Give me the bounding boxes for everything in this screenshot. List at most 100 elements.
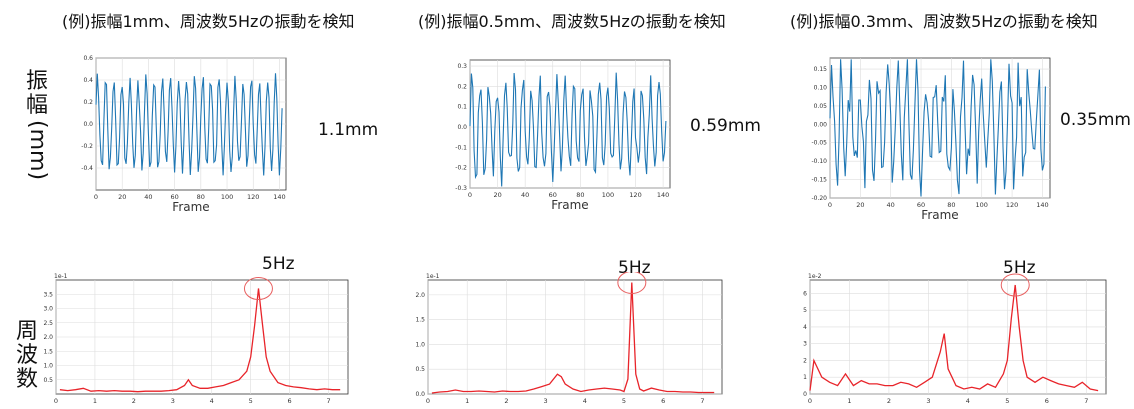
frequency-row-label-char-2: 波 (15, 343, 38, 368)
peak-circle (1000, 273, 1030, 297)
frequency-row-label-char-1: 周 (15, 319, 38, 344)
x-tick-label: 120 (247, 193, 259, 201)
time-series-chart-3: 0 20 40 60 80 100 120 140 -0.20 -0.15 -0.10 -0.05 0.… (811, 57, 1051, 222)
x-tick-label: 0 (808, 397, 812, 405)
x-tick-label: 4 (210, 397, 214, 405)
x-tick-label: 140 (1036, 201, 1048, 209)
x-axis-title: Frame (172, 200, 209, 214)
x-tick-label: 3 (544, 397, 548, 405)
x-tick-label: 6 (661, 397, 665, 405)
y-tick-label: 0.1 (457, 104, 467, 111)
y-tick-label: 0.0 (457, 124, 467, 131)
x-tick-label: 0 (468, 191, 472, 199)
y-tick-label: 6 (803, 290, 807, 297)
x-tick-label: 4 (966, 397, 970, 405)
y-tick-label: 1.5 (415, 317, 425, 324)
x-tick-label: 6 (288, 397, 292, 405)
panel-1-title: (例)振幅1mm、周波数5Hzの振動を検知 (62, 12, 355, 31)
x-tick-label: 2 (504, 397, 508, 405)
panel-2-amplitude-value: 0.59mm (690, 116, 761, 136)
y-tick-label: 0 (803, 391, 807, 398)
y-tick-label: 3.5 (43, 291, 53, 298)
x-tick-label: 140 (657, 191, 669, 199)
x-tick-label: 1 (847, 397, 851, 405)
y-tick-label: 5 (803, 307, 807, 314)
amplitude-row-label-unit: (mm) (25, 120, 50, 181)
y-tick-label: -0.2 (455, 165, 467, 172)
y-tick-label: 3.0 (43, 306, 53, 313)
x-tick-label: 2 (132, 397, 136, 405)
x-tick-label: 20 (493, 191, 501, 199)
x-tick-label: 100 (602, 191, 614, 199)
x-tick-label: 7 (326, 397, 330, 405)
y-tick-label: 0.4 (83, 77, 93, 84)
y-tick-label: 0.15 (814, 66, 828, 73)
x-tick-label: 60 (549, 191, 557, 199)
x-axis-title: Frame (921, 208, 958, 222)
x-tick-label: 3 (926, 397, 930, 405)
y-tick-label: -0.15 (811, 177, 827, 184)
panel-3-amplitude-value: 0.35mm (1060, 110, 1131, 130)
panel-2-title: (例)振幅0.5mm、周波数5Hzの振動を検知 (418, 12, 726, 31)
y-tick-label: 1.0 (415, 341, 425, 348)
x-tick-label: 80 (197, 193, 205, 201)
y-tick-label: -0.05 (811, 140, 827, 147)
panel-3-title: (例)振幅0.3mm、周波数5Hzの振動を検知 (790, 12, 1098, 31)
y-tick-label: 0.6 (83, 55, 93, 62)
y-tick-label: -0.3 (455, 185, 467, 192)
y-tick-label: -0.10 (811, 158, 827, 165)
x-tick-label: 6 (1045, 397, 1049, 405)
x-tick-label: 7 (1084, 397, 1088, 405)
y-tick-label: 0.0 (83, 121, 93, 128)
amplitude-row-label-char-1: 振 (25, 69, 48, 94)
y-tick-label: 0.0 (415, 391, 425, 398)
x-tick-label: 80 (947, 201, 955, 209)
y-tick-label: 0.10 (814, 84, 828, 91)
frequency-row-label: 周 波 数 (12, 320, 42, 392)
plot-frame (809, 279, 1107, 395)
frequency-row-label-char-3: 数 (15, 367, 38, 392)
y-tick-label: 2 (803, 357, 807, 364)
x-tick-label: 5 (1005, 397, 1009, 405)
y-tick-label: 0.2 (83, 99, 93, 106)
y-tick-label: 4 (803, 324, 807, 331)
x-tick-label: 0 (94, 193, 98, 201)
y-tick-label: 0.3 (457, 63, 467, 70)
y-tick-label: 0.5 (43, 377, 53, 384)
y-tick-label: 1.0 (43, 363, 53, 370)
panel-1-peak-label: 5Hz (262, 254, 295, 274)
time-series-line (829, 59, 1046, 197)
y-tick-label: 1 (803, 374, 807, 381)
spectrum-line (431, 282, 715, 394)
x-tick-label: 1 (93, 397, 97, 405)
x-tick-label: 100 (976, 201, 988, 209)
time-series-line (95, 73, 283, 176)
peak-circle (617, 272, 647, 294)
panel-3-peak-label: 5Hz (1003, 258, 1036, 278)
spectrum-line (59, 288, 341, 393)
amplitude-row-label-char-2: 幅 (25, 93, 48, 118)
x-tick-label: 60 (917, 201, 925, 209)
y-scale-label: 1e-2 (808, 273, 822, 280)
x-tick-label: 40 (521, 191, 529, 199)
x-tick-label: 140 (273, 193, 285, 201)
x-tick-label: 120 (1006, 201, 1018, 209)
y-tick-label: -0.1 (455, 144, 467, 151)
y-scale-label: 1e-1 (426, 273, 440, 280)
x-tick-label: 0 (54, 397, 58, 405)
x-tick-label: 1 (465, 397, 469, 405)
x-tick-label: 5 (249, 397, 253, 405)
spectrum-chart-3: 0 1 2 3 4 5 6 7 0 1 2 3 4 5 6 1e-2 (803, 273, 1107, 405)
x-tick-label: 120 (629, 191, 641, 199)
panel-2-peak-label: 5Hz (618, 258, 651, 278)
x-tick-label: 20 (118, 193, 126, 201)
x-tick-label: 80 (576, 191, 584, 199)
y-tick-label: 0.5 (415, 366, 425, 373)
amplitude-row-label: 振 幅 (mm) (22, 69, 52, 181)
y-tick-label: 2.5 (43, 320, 53, 327)
y-tick-label: 2.0 (43, 334, 53, 341)
x-axis-title: Frame (551, 198, 588, 212)
x-tick-label: 0 (828, 201, 832, 209)
x-tick-label: 20 (856, 201, 864, 209)
spectrum-line (809, 284, 1099, 392)
